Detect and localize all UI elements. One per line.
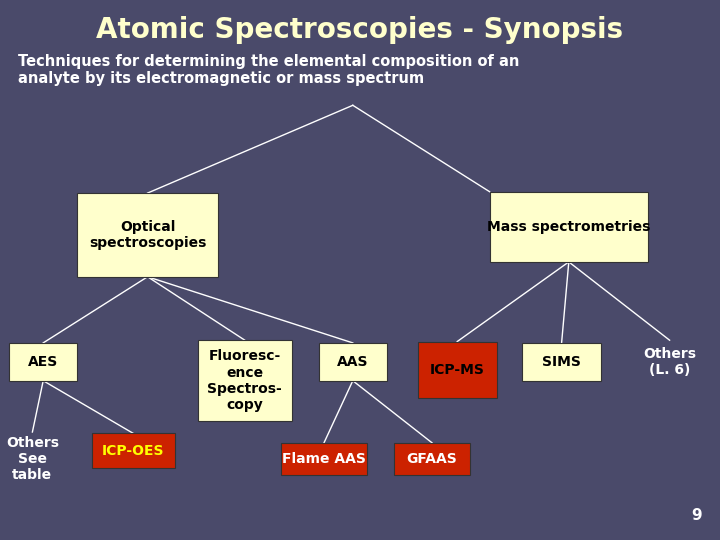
Text: Techniques for determining the elemental composition of an
analyte by its electr: Techniques for determining the elemental… [18,54,519,86]
FancyBboxPatch shape [78,193,217,277]
Text: ICP-MS: ICP-MS [430,363,485,377]
FancyBboxPatch shape [92,433,174,468]
FancyBboxPatch shape [418,342,497,399]
Text: ICP-OES: ICP-OES [102,444,164,458]
Text: Optical
spectroscopies: Optical spectroscopies [89,220,207,250]
Text: Others
(L. 6): Others (L. 6) [643,347,696,377]
FancyBboxPatch shape [319,343,387,381]
Text: Fluoresc-
ence
Spectros-
copy: Fluoresc- ence Spectros- copy [207,349,282,412]
Text: Others
See
table: Others See table [6,436,59,482]
Text: GFAAS: GFAAS [407,452,457,466]
FancyBboxPatch shape [522,343,601,381]
FancyBboxPatch shape [281,443,367,475]
Text: AES: AES [28,355,58,369]
Text: 9: 9 [691,508,702,523]
FancyBboxPatch shape [9,343,78,381]
FancyBboxPatch shape [395,443,469,475]
Text: AAS: AAS [337,355,369,369]
Text: Mass spectrometries: Mass spectrometries [487,220,650,234]
Text: SIMS: SIMS [542,355,581,369]
Text: Flame AAS: Flame AAS [282,452,366,466]
Text: Atomic Spectroscopies - Synopsis: Atomic Spectroscopies - Synopsis [96,16,624,44]
FancyBboxPatch shape [490,192,648,262]
FancyBboxPatch shape [198,340,292,421]
